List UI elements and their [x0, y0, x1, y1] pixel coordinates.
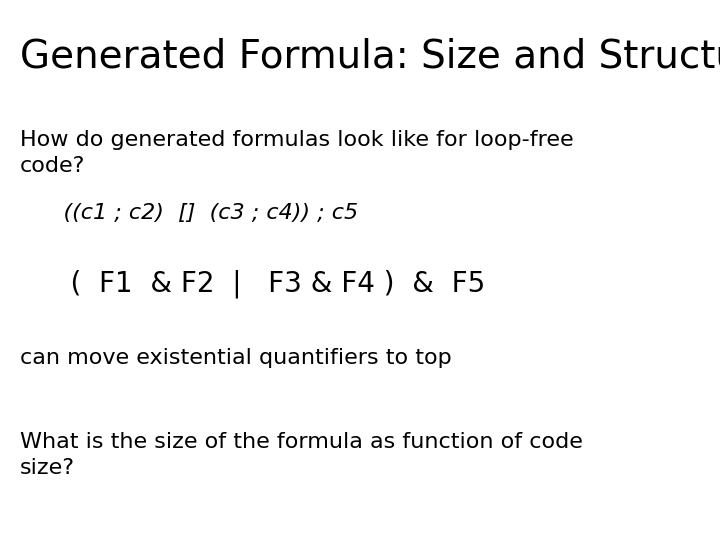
Text: Generated Formula: Size and Structure: Generated Formula: Size and Structure: [20, 38, 720, 76]
Text: (  F1  & F2  |   F3 & F4 )  &  F5: ( F1 & F2 | F3 & F4 ) & F5: [35, 270, 485, 299]
Text: How do generated formulas look like for loop-free
code?: How do generated formulas look like for …: [20, 130, 574, 176]
Text: ((c1 ; c2)  []  (c3 ; c4)) ; c5: ((c1 ; c2) [] (c3 ; c4)) ; c5: [35, 202, 358, 222]
Text: can move existential quantifiers to top: can move existential quantifiers to top: [20, 348, 451, 368]
Text: What is the size of the formula as function of code
size?: What is the size of the formula as funct…: [20, 432, 582, 478]
